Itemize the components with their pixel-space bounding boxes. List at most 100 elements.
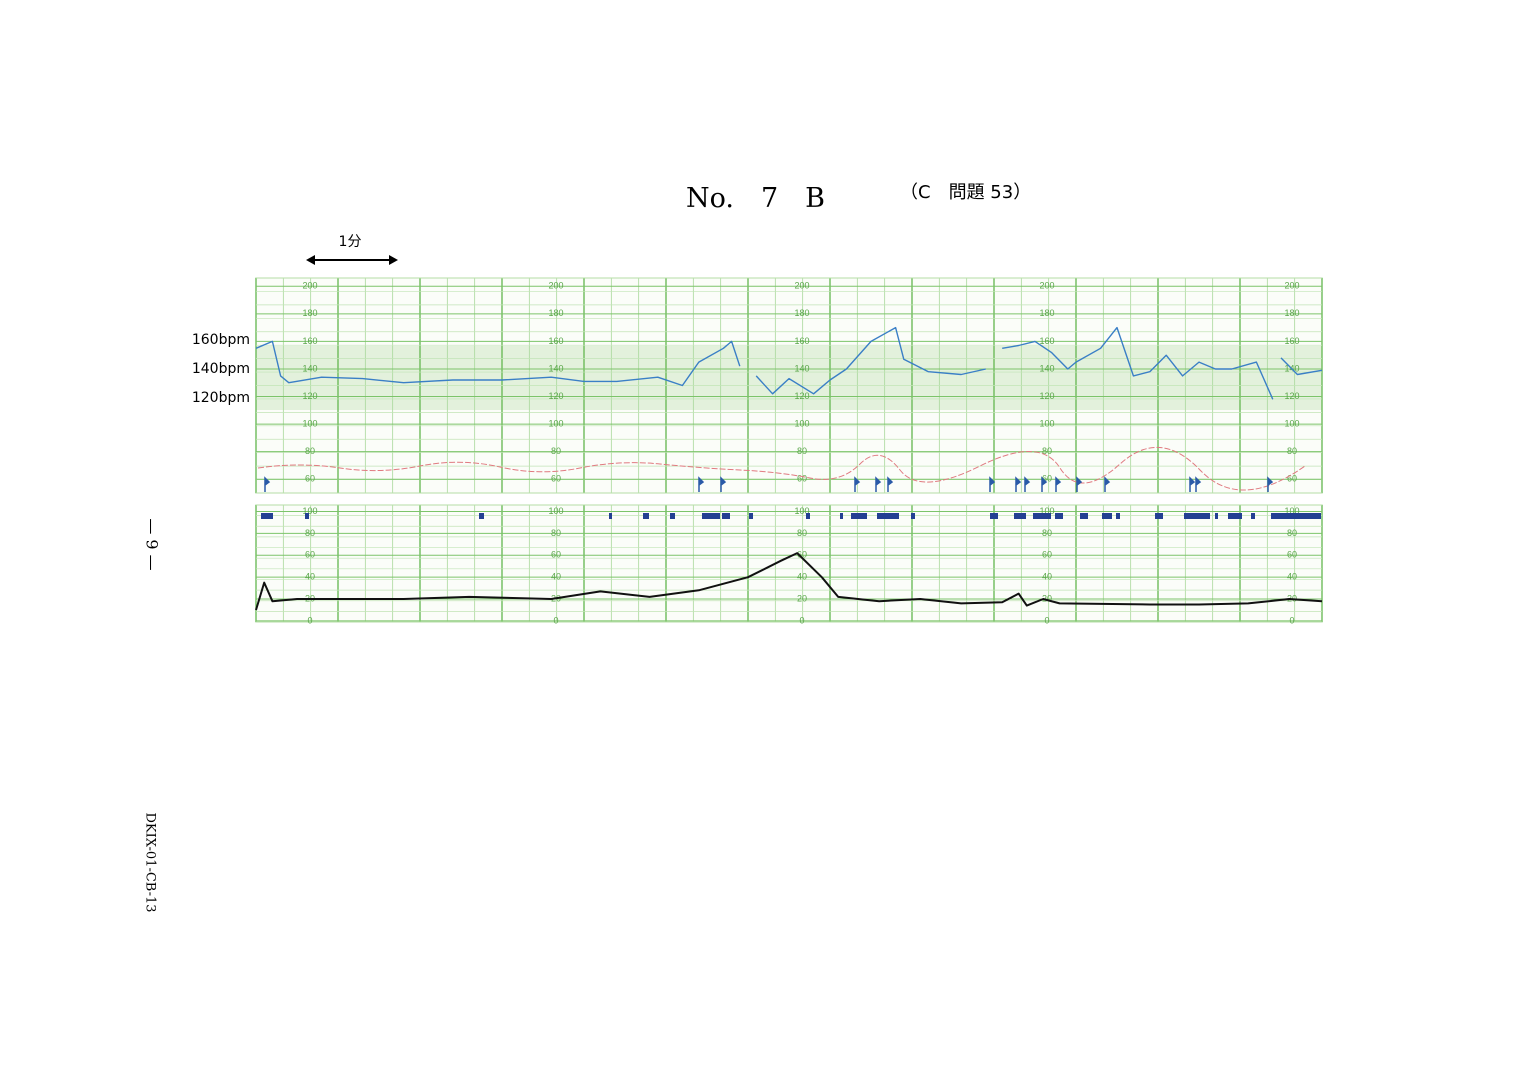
movement-mark bbox=[643, 513, 649, 519]
y-tick-label: 200 bbox=[302, 281, 317, 291]
movement-mark bbox=[749, 513, 753, 519]
movement-mark bbox=[479, 513, 484, 519]
y-tick-label: 100 bbox=[1284, 506, 1299, 516]
event-mark bbox=[887, 476, 894, 492]
y-tick-label: 60 bbox=[1287, 550, 1297, 560]
movement-mark bbox=[1116, 513, 1120, 519]
y-tick-label: 60 bbox=[797, 474, 807, 484]
movement-mark bbox=[851, 513, 867, 519]
y-tick-label: 180 bbox=[1284, 308, 1299, 318]
panel-background bbox=[255, 504, 1323, 623]
y-tick-label: 0 bbox=[1044, 615, 1049, 625]
question-ref: （C 問題 53） bbox=[900, 182, 1032, 203]
event-mark bbox=[1055, 476, 1062, 492]
y-tick-label: 40 bbox=[797, 572, 807, 582]
y-tick-label: 100 bbox=[794, 418, 809, 428]
movement-mark bbox=[1102, 513, 1112, 519]
bpm-label: 140bpm bbox=[192, 361, 250, 377]
event-mark bbox=[1041, 476, 1048, 492]
y-tick-label: 120 bbox=[548, 391, 563, 401]
y-tick-label: 180 bbox=[794, 308, 809, 318]
panel: 100 100 100 100 100 80 80 80 80 80 60 60 60 60 60 40 40 4… bbox=[255, 504, 1323, 625]
y-tick-label: 120 bbox=[1039, 391, 1054, 401]
y-tick-label: 20 bbox=[1042, 593, 1052, 603]
y-tick-label: 60 bbox=[305, 474, 315, 484]
y-tick-label: 40 bbox=[1287, 572, 1297, 582]
y-tick-label: 140 bbox=[302, 363, 317, 373]
scale-label: 1分 bbox=[339, 234, 362, 250]
toco-line bbox=[255, 552, 1323, 611]
y-tick-label: 100 bbox=[548, 418, 563, 428]
y-tick-label: 140 bbox=[1039, 363, 1054, 373]
y-tick-label: 100 bbox=[1284, 418, 1299, 428]
y-tick-label: 200 bbox=[548, 281, 563, 291]
y-tick-label: 200 bbox=[1039, 281, 1054, 291]
movement-mark bbox=[702, 513, 720, 519]
y-tick-label: 80 bbox=[797, 446, 807, 456]
y-tick-label: 60 bbox=[1287, 474, 1297, 484]
y-tick-label: 160 bbox=[1039, 336, 1054, 346]
movement-mark bbox=[1033, 513, 1051, 519]
movement-mark bbox=[911, 513, 915, 519]
y-tick-label: 160 bbox=[1284, 336, 1299, 346]
y-tick-label: 60 bbox=[797, 550, 807, 560]
y-tick-label: 0 bbox=[1289, 615, 1294, 625]
y-tick-label: 40 bbox=[305, 572, 315, 582]
y-tick-label: 100 bbox=[302, 418, 317, 428]
event-mark bbox=[698, 476, 705, 492]
movement-mark bbox=[609, 513, 612, 519]
y-tick-label: 160 bbox=[794, 336, 809, 346]
movement-mark bbox=[1055, 513, 1063, 519]
y-tick-label: 0 bbox=[799, 615, 804, 625]
fhr-line bbox=[255, 326, 1323, 400]
panel: 200 200 200 200 200 180 180 180 180 180 160 160 160 1… bbox=[255, 277, 1323, 494]
y-tick-label: 80 bbox=[1042, 528, 1052, 538]
y-tick-label: 180 bbox=[302, 308, 317, 318]
movement-mark bbox=[1080, 513, 1088, 519]
event-mark bbox=[264, 476, 271, 492]
y-tick-label: 80 bbox=[797, 528, 807, 538]
y-tick-label: 100 bbox=[1039, 506, 1054, 516]
y-tick-label: 140 bbox=[794, 363, 809, 373]
event-mark bbox=[1189, 476, 1196, 492]
y-tick-label: 0 bbox=[307, 615, 312, 625]
y-tick-label: 160 bbox=[548, 336, 563, 346]
event-mark bbox=[1015, 476, 1022, 492]
y-tick-label: 80 bbox=[1042, 446, 1052, 456]
movement-mark bbox=[670, 513, 675, 519]
movement-mark bbox=[1014, 513, 1026, 519]
movement-mark bbox=[722, 513, 730, 519]
y-tick-label: 120 bbox=[794, 391, 809, 401]
event-mark bbox=[1104, 476, 1111, 492]
movement-mark bbox=[990, 513, 998, 519]
y-tick-label: 160 bbox=[302, 336, 317, 346]
movement-mark bbox=[1215, 513, 1218, 519]
movement-mark bbox=[806, 513, 810, 519]
y-tick-label: 60 bbox=[551, 474, 561, 484]
y-tick-label: 100 bbox=[548, 506, 563, 516]
y-tick-label: 20 bbox=[797, 593, 807, 603]
event-mark bbox=[1024, 476, 1031, 492]
event-mark bbox=[875, 476, 882, 492]
movement-mark bbox=[1271, 513, 1321, 519]
y-tick-label: 140 bbox=[548, 363, 563, 373]
y-tick-label: 40 bbox=[551, 572, 561, 582]
y-tick-label: 60 bbox=[1042, 550, 1052, 560]
bpm-label: 120bpm bbox=[192, 390, 250, 406]
movement-mark bbox=[840, 513, 843, 519]
y-tick-label: 60 bbox=[551, 550, 561, 560]
event-mark bbox=[989, 476, 996, 492]
y-tick-label: 0 bbox=[553, 615, 558, 625]
y-tick-label: 80 bbox=[305, 446, 315, 456]
movement-mark bbox=[1251, 513, 1255, 519]
y-tick-label: 60 bbox=[1042, 474, 1052, 484]
y-tick-label: 60 bbox=[305, 550, 315, 560]
y-tick-label: 180 bbox=[548, 308, 563, 318]
y-tick-label: 80 bbox=[551, 446, 561, 456]
title: No. 7 B bbox=[686, 183, 826, 214]
y-tick-label: 100 bbox=[1039, 418, 1054, 428]
movement-mark bbox=[1228, 513, 1242, 519]
y-tick-label: 120 bbox=[1284, 391, 1299, 401]
